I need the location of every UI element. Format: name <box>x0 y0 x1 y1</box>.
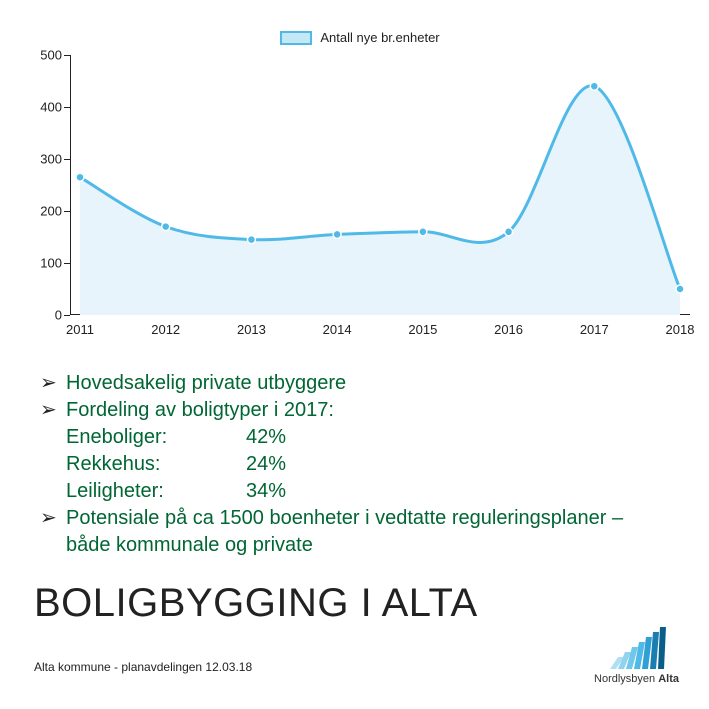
sub-label: Rekkehus: <box>66 451 246 478</box>
sub-label: Eneboliger: <box>66 424 246 451</box>
y-tick-label: 200 <box>30 204 62 219</box>
sub-value: 34% <box>246 478 286 505</box>
sub-label: Leiligheter: <box>66 478 246 505</box>
logo-strong: Alta <box>658 673 679 685</box>
bullet-list: ➢ Hovedsakelig private utbyggere ➢ Fordelin… <box>40 370 640 559</box>
bullet-text: Potensiale på ca 1500 boenheter i vedtat… <box>66 505 640 559</box>
y-tick-label: 100 <box>30 256 62 271</box>
x-tick-label: 2015 <box>408 322 437 337</box>
sub-value: 42% <box>246 424 286 451</box>
bullet-item: ➢ Hovedsakelig private utbyggere <box>40 370 640 397</box>
bullet-marker-icon: ➢ <box>40 397 58 424</box>
bullet-marker-icon: ➢ <box>40 505 58 532</box>
y-tick-label: 0 <box>30 308 62 323</box>
chart-container: Antall nye br.enheter 0 100 200 300 400 500 20… <box>30 30 690 350</box>
y-tick-label: 300 <box>30 152 62 167</box>
x-tick-label: 2016 <box>494 322 523 337</box>
bullet-text: Fordeling av boligtyper i 2017: <box>66 397 334 424</box>
bullet-subitem: Rekkehus:24% <box>40 451 640 478</box>
x-tick-label: 2011 <box>66 322 94 337</box>
x-tick-label: 2013 <box>237 322 266 337</box>
logo: Nordlysbyen Alta <box>594 625 679 685</box>
logo-icon <box>602 625 672 671</box>
bullet-item: ➢ Potensiale på ca 1500 boenheter i vedta… <box>40 505 640 559</box>
legend-swatch <box>280 31 312 45</box>
bullet-text: Hovedsakelig private utbyggere <box>66 370 346 397</box>
bullet-subitem: Leiligheter:34% <box>40 478 640 505</box>
bullet-subitem: Eneboliger:42% <box>40 424 640 451</box>
sub-value: 24% <box>246 451 286 478</box>
page-title: BOLIGBYGGING I ALTA <box>34 582 478 624</box>
bullet-marker-icon: ➢ <box>40 370 58 397</box>
x-tick-label: 2012 <box>151 322 180 337</box>
y-tick-label: 400 <box>30 100 62 115</box>
chart-legend: Antall nye br.enheter <box>30 30 690 45</box>
footer-text: Alta kommune - planavdelingen 12.03.18 <box>34 660 252 674</box>
x-tick-label: 2017 <box>580 322 609 337</box>
chart-svg <box>70 55 690 315</box>
bullet-item: ➢ Fordeling av boligtyper i 2017: <box>40 397 640 424</box>
y-tick-label: 500 <box>30 48 62 63</box>
logo-text: Nordlysbyen Alta <box>594 673 679 685</box>
legend-label: Antall nye br.enheter <box>320 30 439 45</box>
chart-plot-area: 0100200300400500201120122013201420152016… <box>30 55 690 335</box>
x-tick-label: 2014 <box>323 322 352 337</box>
logo-prefix: Nordlysbyen <box>594 673 658 685</box>
x-tick-label: 2018 <box>666 322 695 337</box>
